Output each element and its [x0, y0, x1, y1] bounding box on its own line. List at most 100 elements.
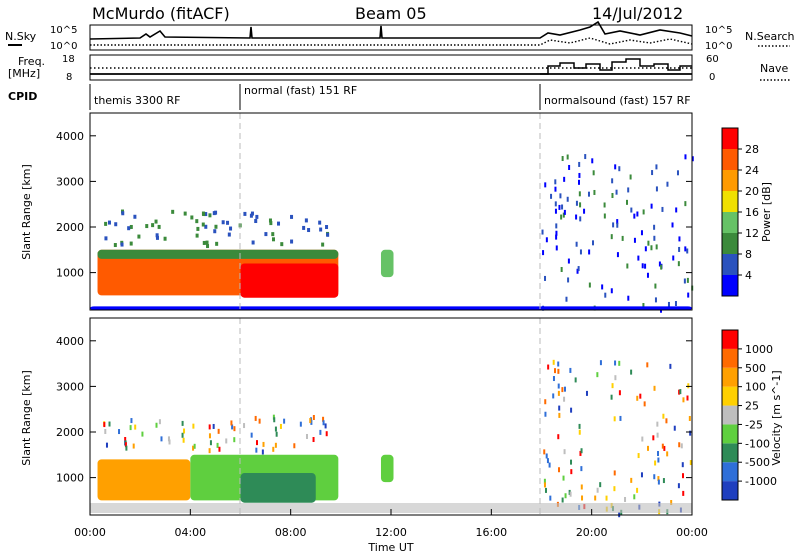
power-echo-cell: [687, 292, 690, 298]
velocity-echo-cell: [218, 446, 221, 452]
power-echo-cell: [559, 193, 562, 199]
power-echo-cell: [560, 214, 563, 220]
power-echo-cell: [201, 222, 205, 227]
colorbar-tick-label: 4: [745, 269, 752, 282]
power-echo-cell: [686, 277, 689, 283]
power-echo-cell: [555, 245, 558, 251]
power-echo-cell: [154, 219, 158, 224]
freq-tick-top: 18: [62, 54, 75, 65]
power-echo-cell: [621, 235, 624, 241]
velocity-y-axis: 1000 2000 3000 4000: [56, 335, 692, 485]
y-tick-label: 2000: [56, 426, 84, 439]
x-tick-label: 16:00: [475, 526, 507, 539]
velocity-heatmap-marks: [90, 359, 692, 518]
velocity-echo-cell: [262, 441, 265, 447]
power-echo-cell: [636, 211, 639, 217]
nsearch-label: N.Search: [745, 30, 795, 43]
velocity-echo-cell: [293, 443, 296, 449]
power-echo-cell: [566, 196, 569, 202]
nsearch-tick-top: 10^5: [705, 25, 732, 36]
velocity-echo-cell: [663, 445, 666, 451]
velocity-echo-cell: [130, 418, 133, 424]
velocity-echo-cell: [105, 442, 108, 448]
power-echo-cell: [575, 200, 578, 206]
power-echo-cell: [121, 211, 125, 216]
x-axis-label: Time UT: [367, 541, 413, 554]
power-echo-cell: [650, 203, 653, 209]
velocity-echo-cell: [208, 433, 211, 439]
velocity-echo-cell: [272, 414, 275, 420]
y-tick-label: 1000: [56, 472, 84, 485]
power-echo-cell: [610, 288, 613, 294]
power-echo-cell: [666, 181, 669, 187]
power-echo-cell: [614, 164, 617, 170]
power-echo-cell: [579, 202, 582, 208]
velocity-echo-cell: [640, 472, 643, 478]
velocity-echo-cell: [569, 367, 572, 373]
power-echo-cell: [672, 255, 675, 261]
velocity-echo-cell: [682, 490, 685, 496]
power-echo-cell: [155, 233, 159, 238]
velocity-echo-cell: [657, 479, 660, 485]
velocity-echo-cell: [546, 458, 549, 464]
power-echo-cell: [321, 242, 325, 247]
velocity-echo-cell: [258, 418, 261, 424]
power-echo-cell: [254, 219, 258, 224]
velocity-echo-cell: [570, 469, 573, 475]
power-echo-cell: [603, 213, 606, 219]
velocity-echo-cell: [118, 429, 121, 435]
velocity-echo-cell: [581, 495, 584, 501]
power-echo-cell: [555, 223, 558, 229]
power-echo-cell: [616, 222, 619, 228]
power-echo-cell: [677, 261, 680, 267]
colorbar-tick-label: 8: [745, 248, 752, 261]
power-echo-cell: [655, 186, 658, 192]
freq-tick-bottom: 8: [66, 72, 72, 83]
velocity-echo-cell: [261, 449, 264, 455]
power-echo-cell: [565, 296, 568, 302]
velocity-echo-cell: [673, 425, 676, 431]
power-echo-cell: [204, 224, 208, 229]
nave-tick-top: 60: [706, 54, 719, 65]
colorbar-tick-label: 16: [745, 206, 759, 219]
power-heatmap-marks: [90, 154, 694, 313]
velocity-echo-cell: [557, 361, 560, 367]
velocity-echo-cell: [547, 364, 550, 370]
velocity-echo-cell: [552, 376, 555, 382]
colorbar-segment: [722, 128, 738, 149]
velocity-echo-cell: [312, 437, 315, 443]
power-echo-cell: [575, 241, 578, 247]
power-echo-cell: [611, 193, 614, 199]
power-echo-cell: [615, 189, 618, 195]
velocity-echo-cell: [275, 431, 278, 437]
velocity-echo-cell: [255, 447, 258, 453]
power-echo-cell: [302, 225, 306, 230]
power-echo-cell: [271, 237, 275, 242]
power-echo-cell: [113, 243, 117, 248]
power-echo-cell: [206, 244, 210, 249]
velocity-echo-cell: [209, 440, 212, 446]
power-echo-cell: [277, 221, 281, 226]
power-echo-cell: [592, 240, 595, 246]
power-echo-cell: [319, 227, 323, 232]
x-tick-label: 04:00: [174, 526, 206, 539]
velocity-echo-cell: [141, 431, 144, 437]
power-echo-cell: [137, 234, 141, 239]
power-echo-cell: [568, 164, 571, 170]
power-echo-cell: [290, 239, 294, 244]
power-echo-cell: [545, 237, 548, 243]
colorbar-tick-label: 24: [745, 164, 759, 177]
power-echo-cell: [202, 240, 206, 245]
colorbar-segment: [722, 170, 738, 191]
power-echo-cell: [214, 224, 218, 229]
power-echo-cell: [691, 156, 694, 162]
velocity-echo-cell: [274, 442, 277, 448]
x-tick-label: 00:00: [74, 526, 106, 539]
power-echo-cell: [563, 209, 566, 215]
velocity-echo-cell: [124, 442, 127, 448]
velocity-ylabel: Slant Range [km]: [20, 370, 33, 466]
power-echo-cell: [561, 204, 564, 210]
velocity-echo-cell: [557, 383, 560, 389]
colorbar-tick-label: -25: [745, 418, 763, 431]
power-echo-cell: [610, 234, 613, 240]
